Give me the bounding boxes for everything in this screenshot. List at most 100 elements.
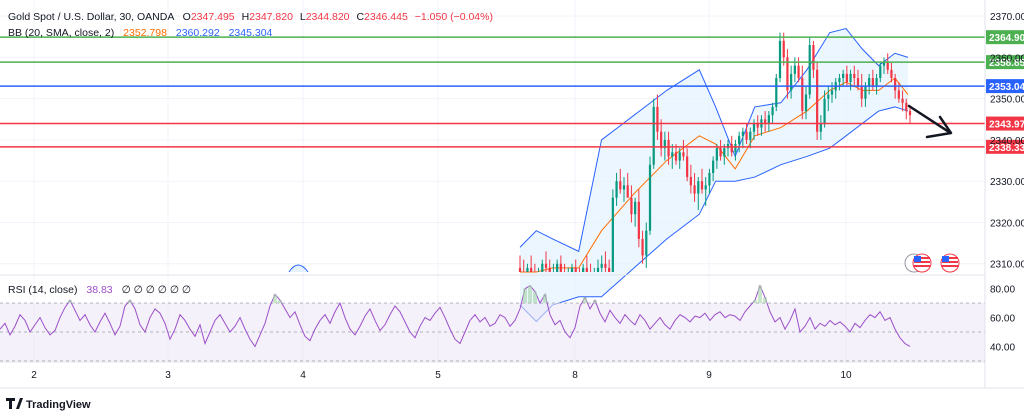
candle[interactable]: [782, 32, 785, 66]
candle[interactable]: [570, 263, 574, 272]
candle[interactable]: [682, 139, 685, 161]
price-level-line[interactable]: 2343.97: [0, 116, 1024, 131]
candle[interactable]: [775, 73, 778, 112]
brand-name: TradingView: [26, 399, 91, 411]
candle[interactable]: [656, 94, 659, 140]
candle[interactable]: [626, 172, 629, 198]
candle[interactable]: [860, 73, 863, 107]
candle[interactable]: [845, 65, 848, 87]
candle[interactable]: [790, 65, 793, 99]
candle[interactable]: [645, 222, 648, 268]
candle[interactable]: [764, 111, 767, 132]
candle[interactable]: [526, 263, 529, 272]
candle[interactable]: [619, 168, 622, 194]
candle[interactable]: [778, 32, 782, 83]
candle[interactable]: [812, 40, 815, 79]
candle[interactable]: [530, 255, 533, 272]
candle[interactable]: [871, 69, 874, 91]
candle[interactable]: [749, 127, 752, 149]
candle-body: [596, 267, 600, 272]
candle[interactable]: [853, 65, 856, 87]
candle[interactable]: [708, 168, 711, 194]
candle[interactable]: [541, 259, 544, 272]
candle[interactable]: [827, 86, 830, 112]
candle[interactable]: [905, 98, 908, 120]
candle[interactable]: [700, 168, 704, 194]
time-axis-tick: 10: [840, 370, 852, 381]
candle[interactable]: [608, 259, 611, 272]
candle[interactable]: [771, 102, 774, 124]
candle[interactable]: [548, 259, 551, 272]
candle[interactable]: [704, 177, 707, 206]
candle[interactable]: [574, 259, 577, 272]
candle[interactable]: [882, 57, 886, 74]
tradingview-logo[interactable]: TradingView: [6, 398, 91, 411]
candle[interactable]: [611, 189, 614, 272]
candle[interactable]: [801, 65, 804, 120]
price-level-line[interactable]: 2338.33: [0, 139, 1024, 154]
us-flag-icon[interactable]: [904, 253, 932, 273]
bb-fill: [520, 28, 908, 322]
candle[interactable]: [738, 131, 741, 153]
candle[interactable]: [556, 259, 559, 272]
candle[interactable]: [868, 73, 871, 95]
us-flag-icon[interactable]: [940, 253, 960, 273]
candle[interactable]: [544, 251, 548, 272]
candle[interactable]: [842, 69, 845, 87]
candle[interactable]: [678, 148, 681, 169]
candle[interactable]: [715, 144, 718, 169]
candle[interactable]: [741, 127, 744, 149]
candle[interactable]: [596, 259, 600, 272]
candle[interactable]: [518, 255, 522, 272]
candle[interactable]: [886, 53, 889, 74]
price-level-line[interactable]: 2358.85: [0, 55, 1024, 69]
candle[interactable]: [641, 230, 644, 264]
candle[interactable]: [637, 189, 640, 248]
candle[interactable]: [634, 197, 637, 227]
candle[interactable]: [630, 185, 633, 223]
candle[interactable]: [622, 177, 626, 202]
candle[interactable]: [604, 251, 607, 272]
price-axis-tick: 2340.00: [990, 136, 1024, 147]
candle[interactable]: [585, 255, 588, 272]
forecast-arrow[interactable]: [907, 104, 953, 139]
candle[interactable]: [819, 115, 822, 140]
candle[interactable]: [686, 148, 689, 182]
price-level-line[interactable]: 2364.90: [0, 30, 1024, 45]
candle[interactable]: [879, 61, 882, 83]
candle[interactable]: [816, 61, 819, 140]
candle[interactable]: [745, 123, 748, 145]
candle[interactable]: [908, 106, 912, 124]
candle[interactable]: [901, 90, 904, 112]
candle[interactable]: [856, 69, 860, 91]
candle[interactable]: [875, 73, 878, 95]
candle[interactable]: [697, 177, 700, 211]
candle[interactable]: [838, 73, 841, 91]
candle[interactable]: [582, 263, 585, 272]
candle[interactable]: [804, 86, 808, 120]
candle[interactable]: [600, 255, 603, 272]
candle[interactable]: [849, 69, 852, 91]
candle[interactable]: [671, 144, 674, 169]
candle[interactable]: [712, 156, 715, 182]
candle[interactable]: [756, 115, 759, 136]
price-level-line[interactable]: 2353.04: [0, 79, 1024, 94]
candle[interactable]: [693, 172, 696, 202]
candle[interactable]: [667, 131, 670, 165]
candle[interactable]: [752, 119, 756, 140]
candle[interactable]: [689, 164, 692, 194]
candle[interactable]: [615, 172, 618, 206]
candle[interactable]: [734, 139, 737, 161]
candle[interactable]: [559, 255, 562, 272]
candle[interactable]: [823, 90, 826, 128]
candle[interactable]: [890, 61, 893, 83]
candle[interactable]: [719, 139, 722, 161]
bb-lower-value: 2345.304: [229, 27, 273, 39]
candle[interactable]: [808, 36, 811, 99]
candle[interactable]: [767, 111, 770, 132]
candle[interactable]: [660, 119, 663, 157]
candle[interactable]: [652, 98, 655, 169]
candle[interactable]: [648, 156, 652, 235]
candle[interactable]: [786, 49, 789, 99]
